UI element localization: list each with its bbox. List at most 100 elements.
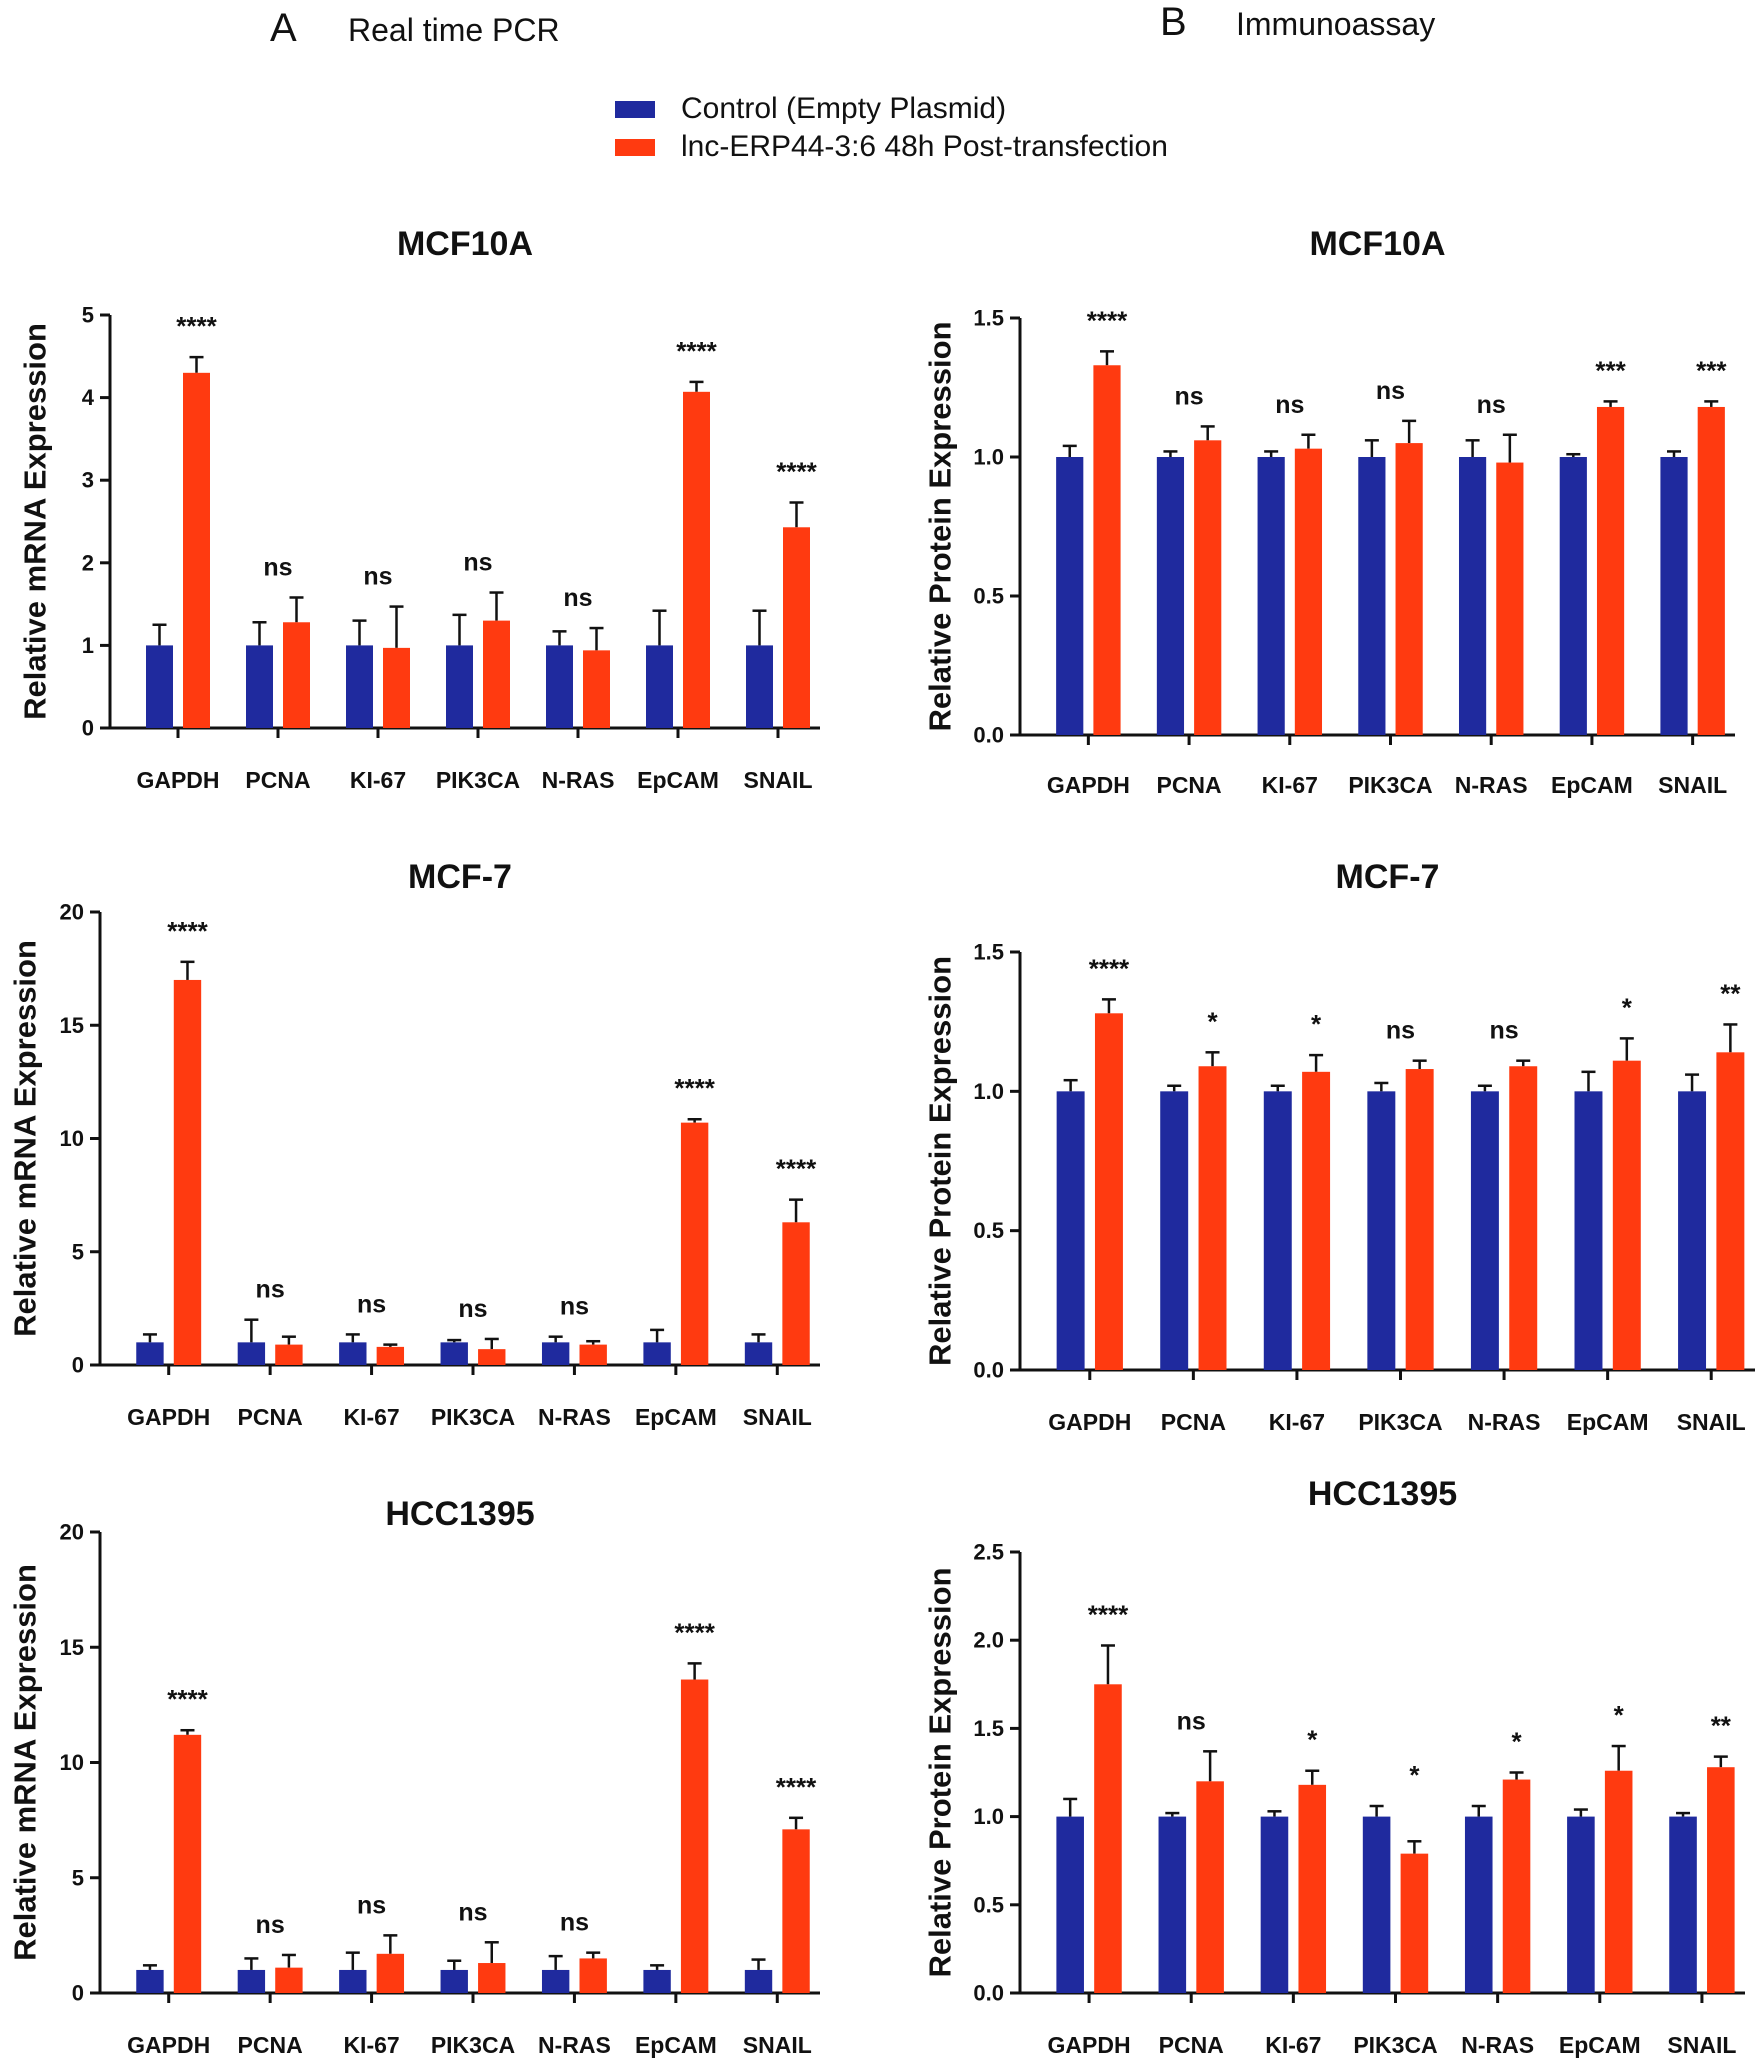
bar-control bbox=[1367, 1091, 1396, 1370]
bar-treated bbox=[1094, 1684, 1122, 1993]
y-tick-label: 0.0 bbox=[973, 723, 1004, 748]
x-tick-label: PIK3CA bbox=[1358, 1409, 1442, 1435]
y-tick-label: 3 bbox=[82, 468, 94, 493]
bar-control bbox=[1660, 457, 1688, 735]
bar-control bbox=[1358, 457, 1386, 735]
significance-label: **** bbox=[776, 457, 817, 487]
bar-control bbox=[339, 1342, 367, 1365]
bar-treated bbox=[680, 1679, 709, 1993]
x-tick-label: GAPDH bbox=[1048, 1409, 1131, 1435]
significance-label: ns bbox=[458, 1898, 487, 1926]
bar-treated bbox=[183, 372, 210, 728]
bar-control bbox=[339, 1969, 367, 1993]
bar-control bbox=[1559, 457, 1587, 735]
x-tick-label: SNAIL bbox=[1658, 772, 1727, 798]
bar-treated bbox=[1604, 1770, 1633, 1993]
y-tick-label: 1 bbox=[82, 633, 94, 658]
bar-control bbox=[1574, 1091, 1603, 1370]
x-tick-label: SNAIL bbox=[1677, 1409, 1746, 1435]
bar-treated bbox=[275, 1967, 303, 1993]
bar-treated bbox=[283, 622, 310, 728]
significance-label: ns bbox=[1174, 382, 1203, 410]
bar-treated bbox=[173, 979, 202, 1365]
bar-control bbox=[1056, 457, 1084, 735]
x-tick-label: PIK3CA bbox=[436, 767, 520, 793]
bar-control bbox=[546, 645, 573, 728]
significance-label: **** bbox=[776, 1772, 817, 1802]
y-tick-label: 5 bbox=[72, 1865, 84, 1890]
y-tick-label: 0.0 bbox=[973, 1981, 1004, 2006]
bar-control bbox=[1263, 1091, 1292, 1370]
y-tick-label: 10 bbox=[60, 1750, 84, 1775]
bar-treated bbox=[1198, 1066, 1227, 1370]
y-tick-label: 1.5 bbox=[973, 940, 1004, 965]
x-tick-label: PIK3CA bbox=[431, 2032, 515, 2058]
significance-label: ns bbox=[1489, 1017, 1518, 1045]
bar-control bbox=[440, 1342, 468, 1365]
significance-label: * bbox=[1622, 992, 1633, 1022]
significance-label: ns bbox=[560, 1293, 589, 1321]
bar-control bbox=[1160, 1091, 1189, 1370]
significance-label: ** bbox=[1720, 978, 1741, 1008]
bar-treated bbox=[579, 1344, 607, 1365]
x-tick-label: KI-67 bbox=[1265, 2032, 1321, 2058]
bar-treated bbox=[1194, 440, 1222, 735]
x-tick-label: N-RAS bbox=[1468, 1409, 1541, 1435]
bar-control bbox=[237, 1342, 266, 1365]
bar-control bbox=[1567, 1816, 1595, 1993]
x-tick-label: EpCAM bbox=[1551, 772, 1633, 798]
y-tick-label: 20 bbox=[60, 1520, 84, 1545]
bar-treated bbox=[683, 391, 710, 728]
x-tick-label: N-RAS bbox=[538, 2032, 611, 2058]
y-tick-label: 1.5 bbox=[973, 1716, 1004, 1741]
legend-label-treated: lnc-ERP44-3:6 48h Post-transfection bbox=[681, 130, 1168, 163]
significance-label: **** bbox=[167, 916, 208, 946]
bar-control bbox=[1669, 1816, 1697, 1993]
bar-control bbox=[1056, 1091, 1085, 1370]
significance-label: **** bbox=[674, 1073, 715, 1103]
bar-treated bbox=[1405, 1069, 1434, 1370]
significance-label: ns bbox=[458, 1295, 487, 1323]
significance-label: *** bbox=[1696, 355, 1727, 385]
bar-treated bbox=[583, 650, 610, 728]
y-tick-label: 10 bbox=[60, 1126, 84, 1151]
bar-treated bbox=[376, 1346, 405, 1365]
bar-treated bbox=[1502, 1779, 1531, 1993]
x-tick-label: PCNA bbox=[1161, 1409, 1226, 1435]
bar-control bbox=[643, 1969, 671, 1993]
significance-label: ns bbox=[1477, 391, 1506, 419]
bar-control bbox=[136, 1342, 164, 1365]
y-tick-label: 2 bbox=[82, 550, 94, 575]
x-tick-label: KI-67 bbox=[343, 2032, 399, 2058]
significance-label: **** bbox=[1088, 1599, 1129, 1629]
bar-control bbox=[346, 645, 373, 728]
legend-swatch-control bbox=[615, 100, 655, 118]
x-tick-label: GAPDH bbox=[136, 767, 219, 793]
y-tick-label: 15 bbox=[60, 1013, 84, 1038]
legend-swatch-treated bbox=[615, 138, 655, 156]
x-tick-label: PCNA bbox=[1159, 2032, 1224, 2058]
significance-label: * bbox=[1614, 1700, 1625, 1730]
x-tick-label: GAPDH bbox=[127, 1404, 210, 1430]
y-tick-label: 0 bbox=[82, 716, 94, 741]
significance-label: ns bbox=[256, 1276, 285, 1304]
significance-label: * bbox=[1207, 1006, 1218, 1036]
bar-treated bbox=[478, 1349, 506, 1365]
bar-control bbox=[646, 645, 673, 728]
y-tick-label: 20 bbox=[60, 900, 84, 925]
y-tick-label: 1.5 bbox=[973, 306, 1004, 331]
x-tick-label: PIK3CA bbox=[1348, 772, 1432, 798]
bar-treated bbox=[383, 647, 410, 728]
significance-label: ** bbox=[1711, 1711, 1732, 1741]
chart-title: MCF10A bbox=[397, 225, 533, 263]
chart-title: MCF10A bbox=[1309, 225, 1445, 263]
bar-control bbox=[1158, 1816, 1187, 1993]
x-tick-label: EpCAM bbox=[635, 1404, 717, 1430]
x-tick-label: KI-67 bbox=[343, 1404, 399, 1430]
significance-label: ns bbox=[363, 563, 392, 591]
significance-label: * bbox=[1409, 1760, 1420, 1790]
x-tick-label: N-RAS bbox=[1455, 772, 1528, 798]
bar-control bbox=[541, 1342, 570, 1365]
bar-control bbox=[136, 1969, 164, 1993]
